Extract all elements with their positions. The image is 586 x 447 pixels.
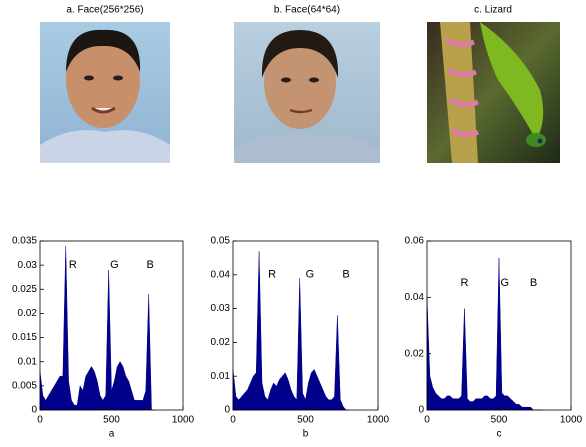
x-axis-label: b — [303, 429, 309, 440]
x-tick-label: 1000 — [560, 415, 583, 426]
image-title: a. Face(256*256) — [66, 5, 143, 16]
figure: a. Face(256*256) b. Face(64*64) c. Lizard 0… — [0, 0, 586, 447]
annotation: G — [306, 269, 315, 281]
y-tick-label: 0.025 — [12, 284, 37, 295]
x-tick-label: 500 — [103, 415, 120, 426]
x-tick-label: 1000 — [367, 415, 390, 426]
annotation: R — [460, 277, 468, 289]
annotation: B — [342, 269, 349, 281]
y-tick-label: 0.03 — [18, 260, 38, 271]
image-c — [427, 22, 560, 163]
y-tick-label: 0.035 — [12, 236, 37, 247]
annotation: R — [268, 269, 276, 281]
annotation: B — [530, 277, 537, 289]
x-axis-label: a — [109, 429, 115, 440]
y-tick-label: 0.04 — [405, 292, 425, 303]
image-b — [234, 22, 380, 163]
y-tick-label: 0.05 — [211, 236, 231, 247]
annotation: G — [110, 259, 119, 271]
x-tick-label: 500 — [297, 415, 314, 426]
x-tick-label: 0 — [230, 415, 236, 426]
y-tick-label: 0.02 — [405, 348, 425, 359]
annotation: G — [500, 277, 509, 289]
x-tick-label: 0 — [37, 415, 43, 426]
image-a — [40, 22, 170, 163]
y-tick-label: 0.02 — [211, 337, 231, 348]
x-tick-label: 500 — [491, 415, 508, 426]
x-tick-label: 1000 — [172, 415, 195, 426]
histogram-area — [40, 246, 154, 410]
y-tick-label: 0.04 — [211, 269, 231, 280]
y-tick-label: 0.01 — [211, 371, 231, 382]
image-title: b. Face(64*64) — [274, 5, 340, 16]
histogram-area — [427, 258, 542, 410]
histogram-area — [233, 251, 349, 410]
y-tick-label: 0.01 — [18, 356, 38, 367]
annotation: R — [69, 259, 77, 271]
y-tick-label: 0.03 — [211, 303, 231, 314]
x-axis-label: c — [497, 429, 502, 440]
y-tick-label: 0.015 — [12, 332, 37, 343]
y-tick-label: 0.005 — [12, 380, 37, 391]
annotation: B — [146, 259, 153, 271]
image-title: c. Lizard — [474, 5, 512, 16]
y-tick-label: 0.02 — [18, 308, 38, 319]
y-tick-label: 0.06 — [405, 236, 425, 247]
x-tick-label: 0 — [424, 415, 430, 426]
